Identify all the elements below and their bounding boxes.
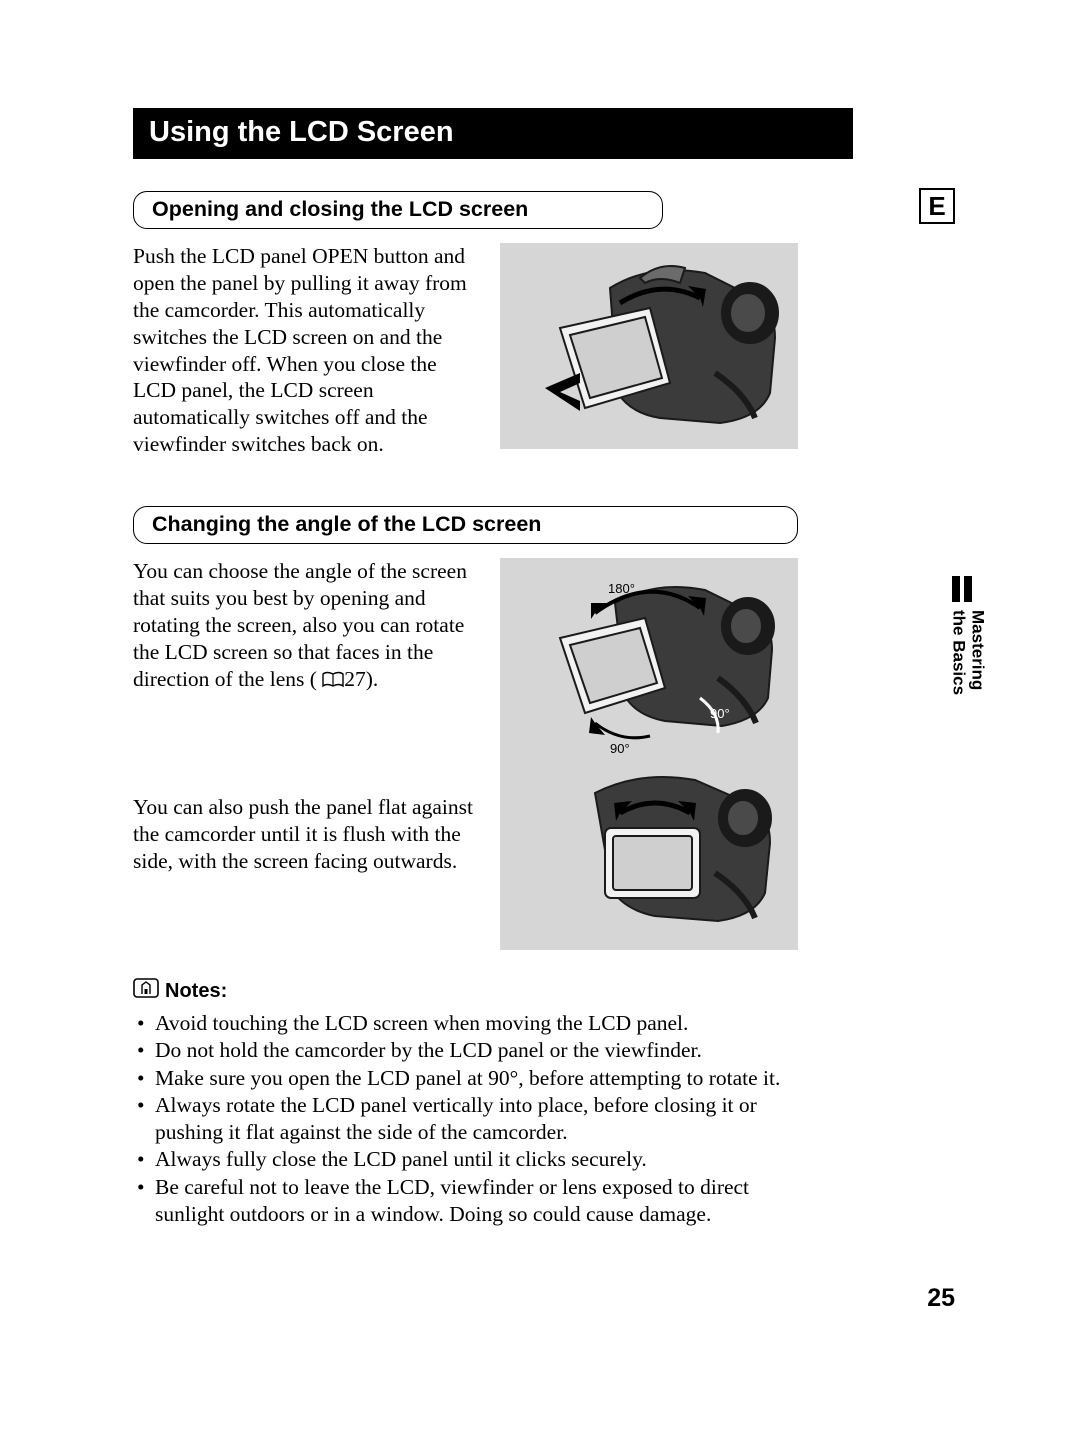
side-tab-bars bbox=[952, 576, 979, 602]
manual-ref-icon bbox=[322, 668, 344, 695]
note-item: Avoid touching the LCD screen when movin… bbox=[155, 1010, 798, 1037]
section2-body-row: You can choose the angle of the screen t… bbox=[133, 558, 798, 950]
page-number: 25 bbox=[927, 1284, 955, 1313]
note-item: Make sure you open the LCD panel at 90°,… bbox=[155, 1065, 798, 1092]
note-icon bbox=[133, 978, 159, 1004]
page-title: Using the LCD Screen bbox=[133, 108, 853, 159]
manual-page: Using the LCD Screen E Opening and closi… bbox=[133, 108, 955, 1228]
camcorder-angle-illustration: 180° 90° 90° bbox=[500, 558, 798, 950]
side-tab-line2: the Basics bbox=[950, 610, 969, 695]
notes-heading: Notes: bbox=[133, 978, 798, 1004]
section2-heading: Changing the angle of the LCD screen bbox=[133, 506, 798, 544]
section2-body1-post: ). bbox=[366, 667, 379, 691]
section1-heading: Opening and closing the LCD screen bbox=[133, 191, 663, 229]
section2-figure: 180° 90° 90° bbox=[500, 558, 798, 950]
section2-body1: You can choose the angle of the screen t… bbox=[133, 558, 482, 694]
side-tab: Mastering the Basics bbox=[949, 576, 979, 695]
section1-body-row: Push the LCD panel OPEN button and open … bbox=[133, 243, 798, 458]
angle-label-180: 180° bbox=[608, 581, 635, 596]
note-item: Do not hold the camcorder by the LCD pan… bbox=[155, 1037, 798, 1064]
language-badge: E bbox=[919, 188, 955, 224]
camcorder-open-illustration bbox=[500, 243, 798, 449]
side-tab-text: Mastering the Basics bbox=[949, 610, 986, 695]
note-item: Be careful not to leave the LCD, viewfin… bbox=[155, 1174, 798, 1229]
notes-section: Notes: Avoid touching the LCD screen whe… bbox=[133, 978, 798, 1228]
section2-page-ref: 27 bbox=[344, 667, 366, 691]
notes-heading-text: Notes: bbox=[165, 980, 227, 1003]
side-tab-line1: Mastering bbox=[968, 610, 987, 690]
section2-body2: You can also push the panel flat against… bbox=[133, 794, 482, 875]
note-item: Always rotate the LCD panel vertically i… bbox=[155, 1092, 798, 1147]
notes-list: Avoid touching the LCD screen when movin… bbox=[133, 1010, 798, 1228]
angle-label-90b: 90° bbox=[610, 741, 630, 756]
note-item: Always fully close the LCD panel until i… bbox=[155, 1146, 798, 1173]
section2-body1-pre: You can choose the angle of the screen t… bbox=[133, 559, 467, 691]
section2-text-column: You can choose the angle of the screen t… bbox=[133, 558, 482, 950]
section1-body: Push the LCD panel OPEN button and open … bbox=[133, 243, 482, 458]
section1-figure bbox=[500, 243, 798, 449]
angle-label-90a: 90° bbox=[710, 706, 730, 721]
